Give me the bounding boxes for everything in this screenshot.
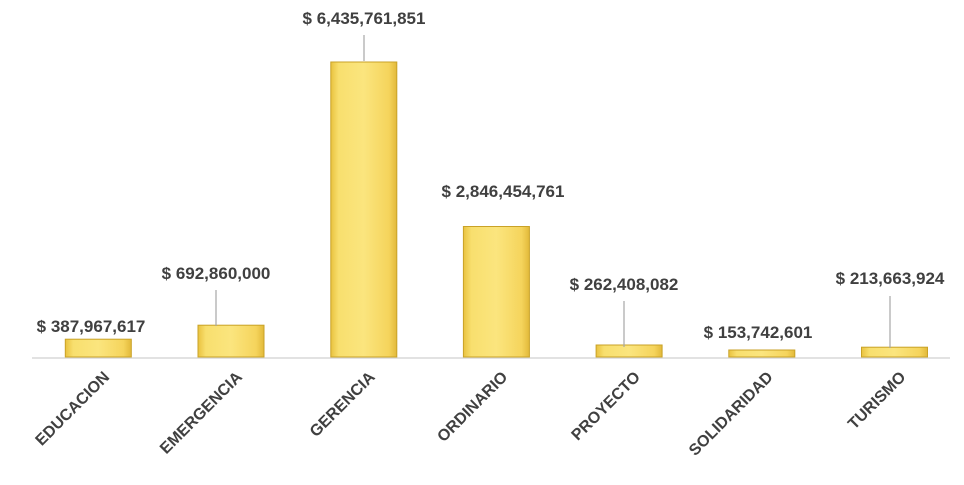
- data-label-gerencia: $ 6,435,761,851: [303, 9, 426, 28]
- bar-series: [64, 61, 928, 358]
- x-tick-label-ordinario: ORDINARIO: [434, 369, 511, 446]
- data-label-turismo: $ 213,663,924: [836, 269, 945, 288]
- bar-emergencia: [197, 324, 265, 358]
- bar-educacion: [64, 338, 132, 358]
- x-tick-label-turismo: TURISMO: [845, 369, 909, 433]
- bar-proyecto: [595, 344, 663, 358]
- x-tick-label-solidaridad: SOLIDARIDAD: [686, 369, 777, 460]
- bar-solidaridad: [728, 349, 796, 358]
- data-label-solidaridad: $ 153,742,601: [704, 323, 813, 342]
- leader-lines: [215, 35, 891, 348]
- data-label-proyecto: $ 262,408,082: [570, 275, 679, 294]
- data-label-ordinario: $ 2,846,454,761: [442, 182, 565, 201]
- x-tick-label-educacion: EDUCACION: [33, 369, 114, 450]
- data-label-emergencia: $ 692,860,000: [162, 264, 271, 283]
- data-labels: $ 387,967,617 $ 692,860,000 $ 6,435,761,85…: [37, 9, 945, 342]
- bar-gerencia: [330, 61, 398, 358]
- x-tick-label-emergencia: EMERGENCIA: [157, 368, 246, 457]
- x-tick-label-proyecto: PROYECTO: [569, 369, 644, 444]
- x-tick-label-gerencia: GERENCIA: [307, 368, 379, 440]
- bar-turismo: [861, 346, 928, 358]
- data-label-educacion: $ 387,967,617: [37, 317, 146, 336]
- x-tick-labels: EDUCACION EMERGENCIA GERENCIA ORDINARIO PROY…: [33, 368, 910, 459]
- bar-ordinario: [462, 226, 530, 358]
